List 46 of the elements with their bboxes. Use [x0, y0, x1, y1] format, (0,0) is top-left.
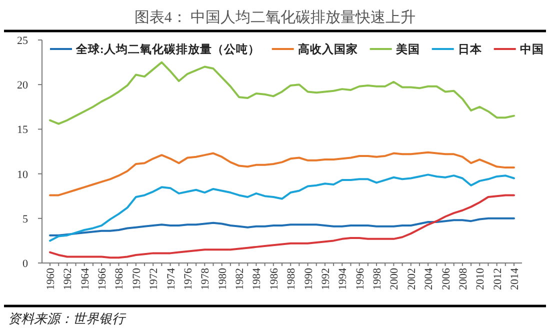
chart-title: 图表4： 中国人均二氧化碳排放量快速上升: [134, 9, 416, 26]
legend-label: 美国: [394, 42, 420, 56]
y-tick-label: 15: [17, 124, 28, 136]
x-tick-label: 1996: [354, 268, 366, 290]
x-tick-label: 1992: [320, 268, 332, 290]
x-tick-label: 1970: [130, 268, 143, 290]
x-tick-label: 2000: [388, 268, 401, 290]
line-series: [49, 61, 515, 125]
x-tick-label: 1982: [234, 268, 246, 290]
legend-label: 全球:人均二氧化碳排放量（公吨）: [75, 42, 260, 56]
x-tick-label: 1966: [96, 268, 109, 290]
x-tick-label: 1988: [286, 268, 298, 290]
y-tick-label: 25: [17, 35, 28, 47]
x-tick-label: 1964: [79, 268, 92, 290]
x-tick-label: 1998: [372, 268, 384, 290]
x-tick-label: 2002: [406, 268, 418, 290]
legend-label: 日本: [458, 42, 483, 56]
x-tick-label: 1972: [148, 268, 160, 290]
x-tick-label: 1962: [62, 268, 74, 290]
x-tick-label: 2014: [509, 268, 521, 290]
x-tick-label: 1986: [268, 268, 280, 290]
x-tick-label: 2004: [423, 268, 436, 290]
x-tick-label: 1980: [216, 268, 229, 290]
x-tick-label: 2012: [492, 268, 504, 290]
x-tick-label: 1968: [114, 268, 126, 290]
line-series: [49, 151, 515, 196]
x-tick-label: 2010: [474, 268, 487, 290]
y-tick-label: 10: [17, 168, 28, 181]
x-tick-label: 1994: [337, 268, 350, 290]
y-tick-label: 5: [22, 213, 28, 226]
y-tick-label: 20: [17, 80, 28, 92]
x-tick-label: 1976: [182, 268, 194, 290]
x-tick-label: 2006: [440, 268, 452, 290]
line-series: [49, 174, 515, 242]
x-tick-label: 1984: [251, 268, 264, 290]
x-tick-label: 2008: [457, 268, 470, 290]
x-tick-label: 1978: [200, 268, 212, 290]
x-tick-label: 1974: [165, 268, 178, 290]
line-series: [49, 217, 515, 236]
text: 资料来源：世界银行: [8, 311, 127, 326]
legend-label: 高收入国家: [298, 42, 358, 56]
legend-label: 中国: [520, 42, 544, 56]
line-series: [49, 194, 515, 259]
x-tick-label: 1960: [45, 268, 57, 290]
y-tick-label: 0: [22, 258, 28, 270]
x-tick-label: 1990: [302, 268, 315, 290]
